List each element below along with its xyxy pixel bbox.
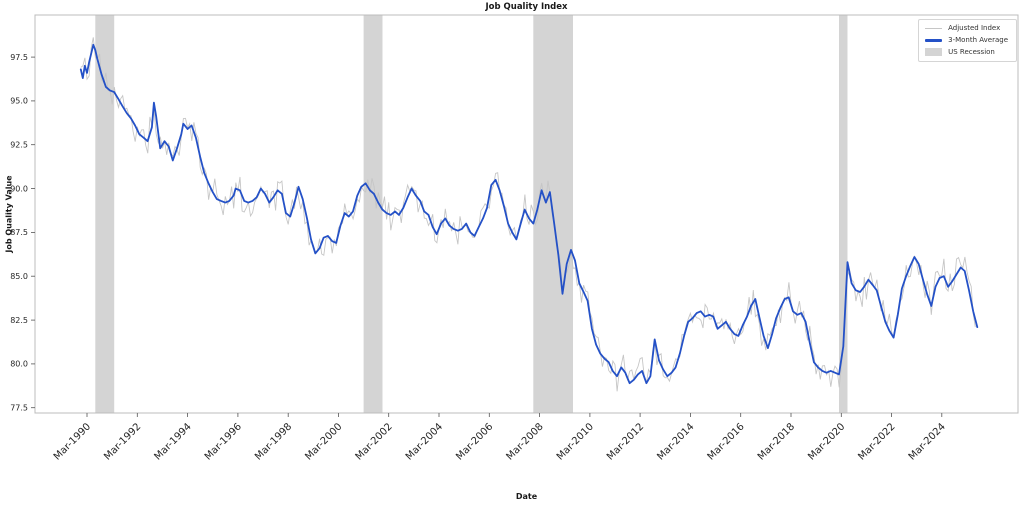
y-tick-label: 90.0 — [10, 184, 28, 193]
recession-band — [95, 15, 115, 413]
x-tick-label: Mar-2004 — [404, 421, 445, 462]
y-tick-label: 85.0 — [10, 272, 28, 281]
legend-swatch-adjusted-index — [925, 27, 943, 29]
plot-border — [34, 14, 1019, 414]
y-tick-label: 95.0 — [10, 97, 28, 106]
x-tick-label: Mar-2010 — [555, 421, 596, 462]
x-tick-label: Mar-2018 — [756, 421, 797, 462]
x-tick-label: Mar-2020 — [806, 421, 847, 462]
legend-item-three-month-average: 3-Month Average — [925, 36, 1008, 44]
x-tick-label: Mar-1990 — [52, 421, 93, 462]
legend-label-three-month-average: 3-Month Average — [948, 36, 1008, 44]
x-tick-label: Mar-2008 — [504, 421, 545, 462]
legend-item-adjusted-index: Adjusted Index — [925, 24, 1008, 32]
y-axis-label: Job Quality Value — [4, 175, 14, 253]
x-tick-label: Mar-1994 — [152, 421, 193, 462]
x-tick-label: Mar-2006 — [454, 421, 495, 462]
recession-band — [363, 15, 383, 413]
legend-item-us-recession: US Recession — [925, 48, 1008, 56]
x-tick-label: Mar-2024 — [907, 421, 948, 462]
x-tick-label: Mar-1996 — [203, 421, 244, 462]
x-tick-label: Mar-2000 — [303, 421, 344, 462]
y-tick-label: 92.5 — [10, 141, 28, 150]
legend-swatch-three-month-average — [925, 38, 943, 42]
y-tick-label: 82.5 — [10, 316, 28, 325]
y-tick-label: 97.5 — [10, 53, 28, 62]
legend-swatch-us-recession — [925, 48, 943, 56]
x-tick-label: Mar-2002 — [354, 421, 395, 462]
x-tick-label: Mar-1998 — [253, 421, 294, 462]
x-tick-label: Mar-2022 — [856, 421, 897, 462]
recession-band — [839, 15, 848, 413]
y-tick-label: 87.5 — [10, 228, 28, 237]
x-tick-label: Mar-2016 — [706, 421, 747, 462]
legend-label-us-recession: US Recession — [948, 48, 995, 56]
legend-label-adjusted-index: Adjusted Index — [948, 24, 1001, 32]
three-month-average-line — [79, 43, 979, 385]
x-tick-label: Mar-2012 — [605, 421, 646, 462]
y-tick-label: 77.5 — [10, 404, 28, 413]
x-tick-label: Mar-2014 — [655, 421, 696, 462]
legend: Adjusted Index 3-Month Average US Recess… — [918, 19, 1017, 62]
x-tick-label: Mar-1992 — [102, 421, 143, 462]
chart-title: Job Quality Index — [485, 2, 568, 12]
x-axis-label: Date — [515, 492, 538, 501]
y-tick-label: 80.0 — [10, 360, 28, 369]
